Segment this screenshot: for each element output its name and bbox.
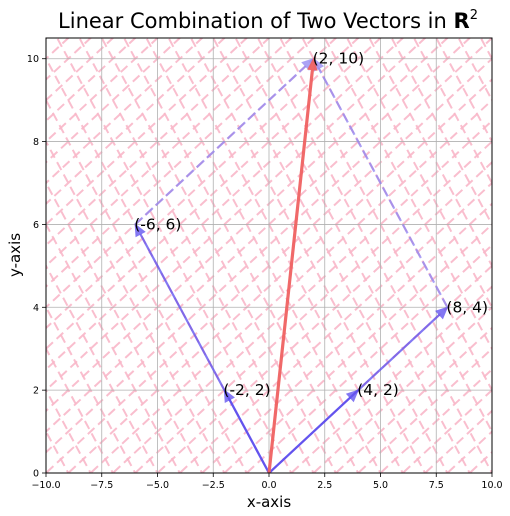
vector-label: (8, 4) [446, 298, 488, 316]
vector-label: (-2, 2) [223, 381, 270, 399]
x-tick-label: −2.5 [202, 480, 225, 491]
y-axis-ticks: 0 2 4 6 8 10 [27, 54, 46, 479]
y-tick-label: 8 [33, 137, 39, 148]
x-tick-label: −7.5 [90, 480, 113, 491]
x-tick-label: 10.0 [481, 480, 502, 491]
y-tick-label: 0 [33, 469, 39, 480]
x-tick-label: 2.5 [317, 480, 332, 491]
x-axis-label: x-axis [247, 493, 292, 511]
vector-label: (4, 2) [357, 381, 399, 399]
y-tick-label: 2 [33, 386, 39, 397]
x-tick-label: 0.0 [261, 480, 276, 491]
y-tick-label: 4 [33, 303, 39, 314]
x-tick-label: 7.5 [429, 480, 444, 491]
x-tick-label: 5.0 [373, 480, 388, 491]
vector-label: (2, 10) [313, 50, 365, 68]
y-tick-label: 10 [27, 54, 39, 65]
vector-label: (-6, 6) [134, 215, 181, 233]
x-axis-ticks: −10.0 −7.5 −5.0 −2.5 0.0 2.5 5.0 7.5 10.0 [31, 473, 502, 491]
chart-title: Linear Combination of Two Vectors in R2 [58, 8, 478, 33]
x-tick-label: −10.0 [31, 480, 60, 491]
y-tick-label: 6 [33, 220, 39, 231]
x-tick-label: −5.0 [146, 480, 169, 491]
y-axis-label: y-axis [6, 233, 24, 277]
